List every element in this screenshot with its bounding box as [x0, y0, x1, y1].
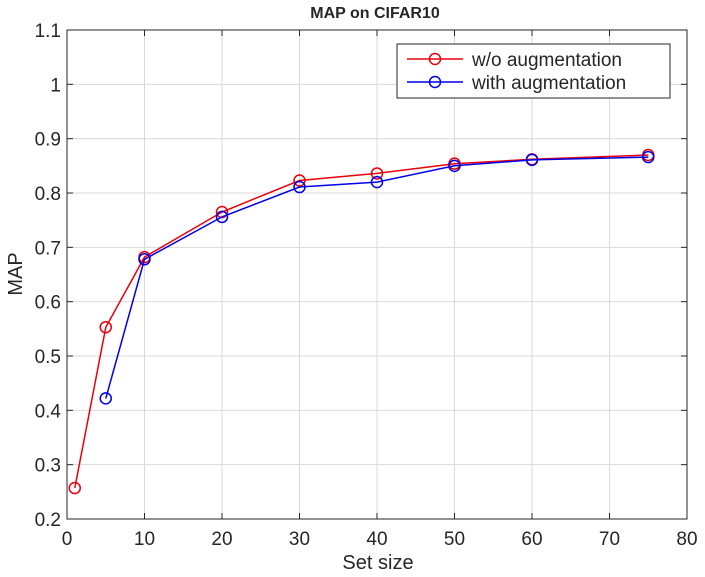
data-point [99, 392, 112, 405]
data-point [293, 180, 306, 194]
y-tick-label: 0.8 [35, 184, 61, 205]
data-point [448, 159, 461, 173]
data-point [525, 153, 539, 167]
y-tick-label: 0.2 [35, 510, 61, 531]
x-tick-label: 80 [676, 529, 697, 550]
x-tick-label: 10 [134, 529, 155, 550]
grid [67, 30, 687, 519]
y-tick-label: 0.4 [35, 401, 62, 422]
axis-ticks: 0 10 20 30 40 50 60 70 80 0.2 0.3 0.4 0.5 0.6 0.7 0.8 0.… [35, 21, 698, 550]
y-tick-label: 1 [50, 75, 61, 96]
legend-marker [428, 75, 442, 89]
legend-label: with augmentation [471, 73, 626, 94]
series-layer [68, 148, 655, 495]
x-tick-label: 40 [366, 529, 387, 550]
data-point [215, 210, 229, 224]
y-axis-label: MAP [5, 252, 27, 295]
data-point [138, 253, 151, 266]
data-point [68, 481, 81, 495]
data-point [642, 150, 655, 164]
data-point [293, 174, 306, 187]
legend-marker [428, 52, 442, 66]
legend-label: w/o augmentation [471, 50, 622, 71]
data-point [370, 167, 384, 180]
y-tick-label: 1.1 [35, 21, 61, 42]
x-tick-label: 70 [599, 529, 620, 550]
y-tick-label: 0.7 [35, 238, 61, 259]
y-tick-label: 0.3 [35, 456, 61, 477]
series-2 [99, 150, 655, 405]
series-line [74, 154, 649, 489]
legend-box [396, 43, 671, 99]
x-tick-label: 0 [62, 529, 73, 550]
x-tick-label: 60 [521, 529, 542, 550]
x-tick-label: 30 [289, 529, 310, 550]
x-tick-label: 20 [211, 529, 232, 550]
data-point [370, 175, 384, 189]
data-point [99, 320, 112, 334]
y-tick-label: 0.5 [35, 347, 61, 368]
x-axis-label: Set size [342, 552, 413, 574]
chart-title: MAP on CIFAR10 [310, 5, 440, 22]
x-tick-label: 50 [444, 529, 465, 550]
y-tick-label: 0.6 [35, 293, 61, 314]
series-1 [68, 148, 655, 495]
y-tick-label: 0.9 [35, 130, 61, 151]
series-line [105, 156, 649, 399]
